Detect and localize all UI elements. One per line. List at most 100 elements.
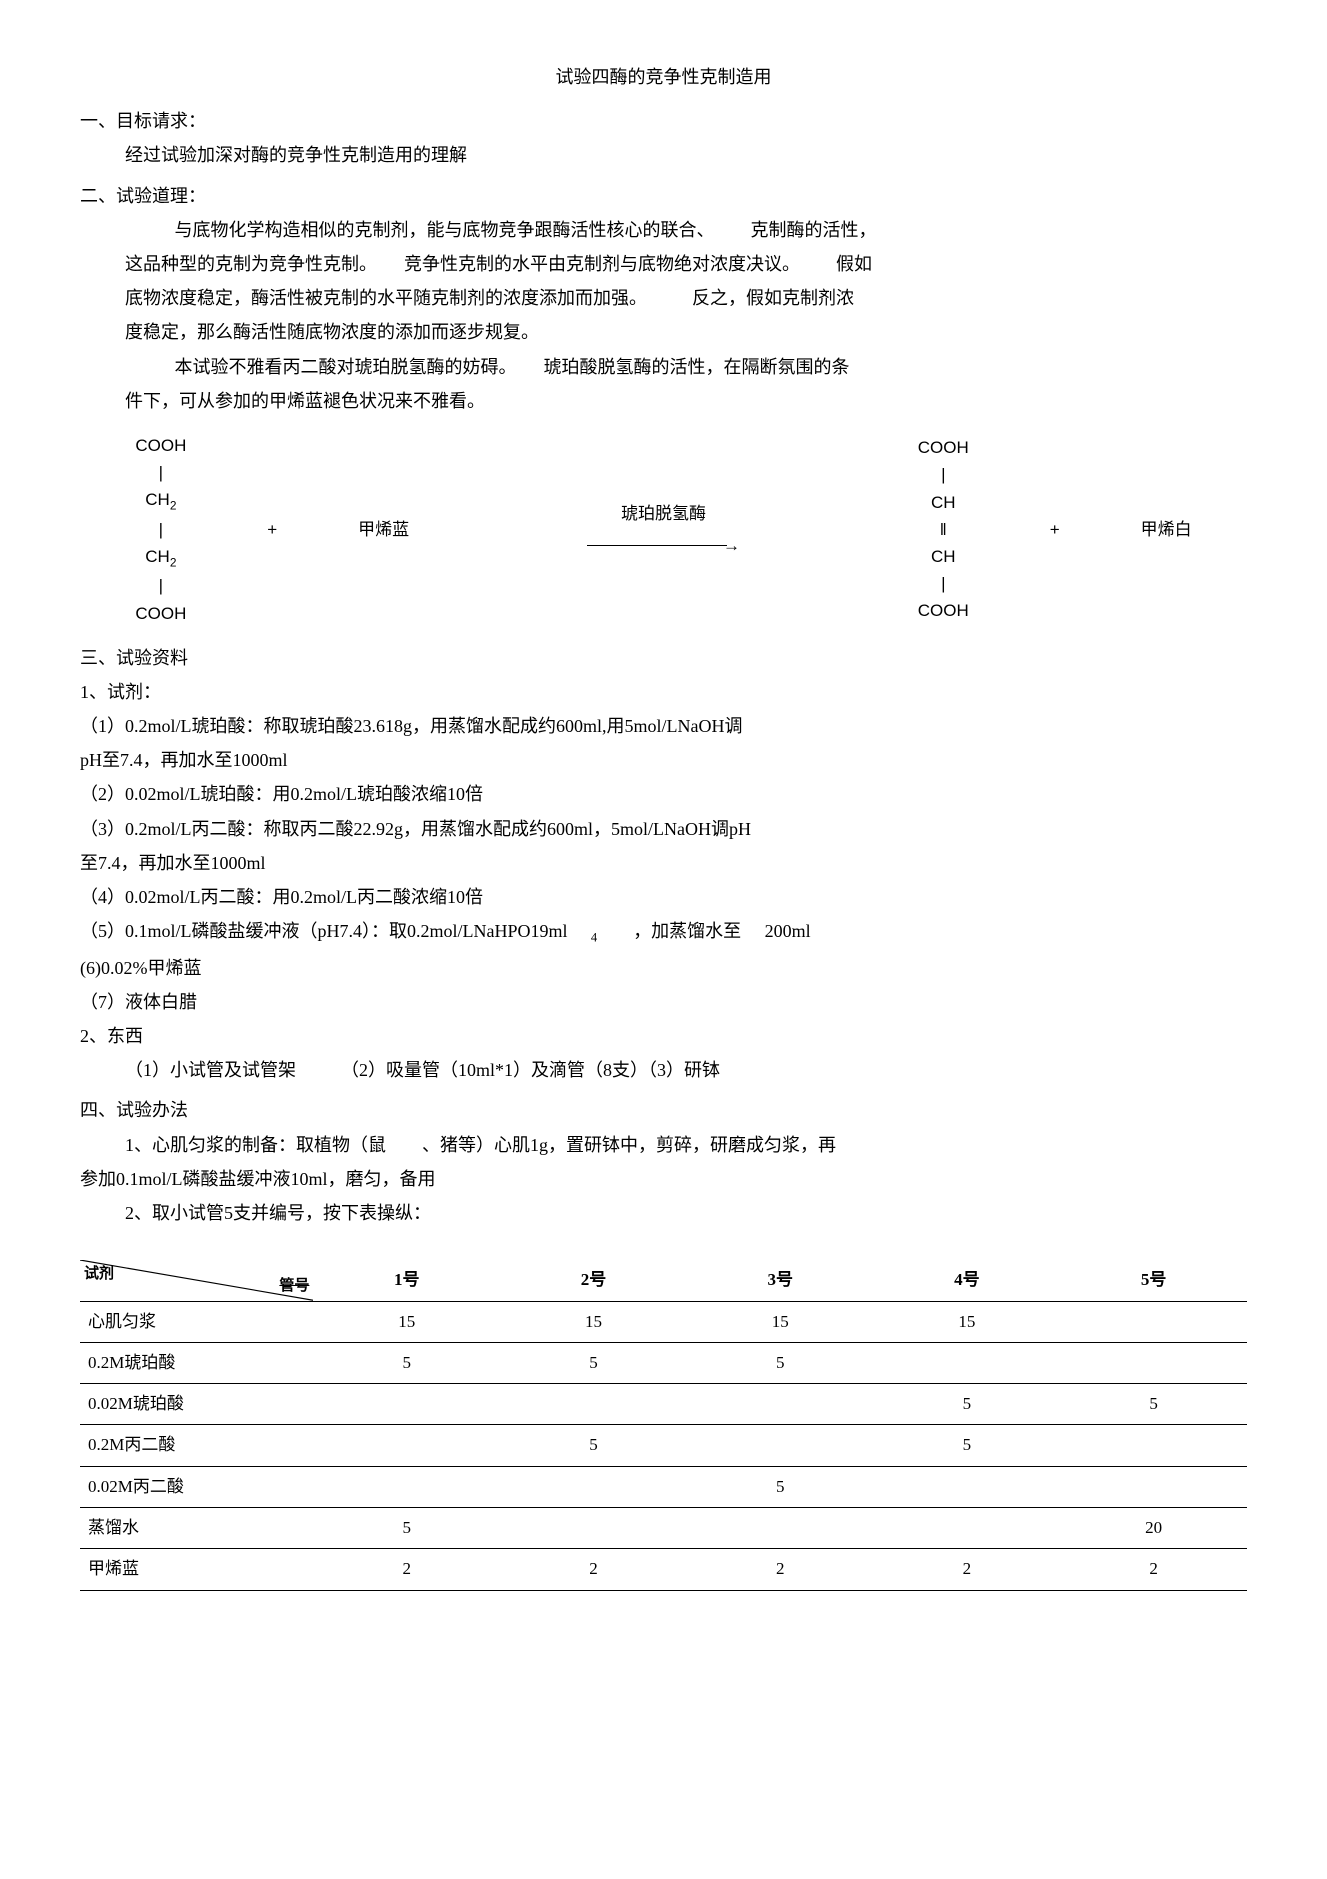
sec4-heading: 四、试验办法: [80, 1093, 1247, 1127]
table-cell: [1060, 1466, 1247, 1507]
table-cell: 5: [874, 1384, 1061, 1425]
method-1b: 、猪等）心肌1g，置研钵中，剪碎，研磨成匀浆，再: [422, 1135, 836, 1155]
reagent-3: （3）0.2mol/L丙二酸：称取丙二酸22.92g，用蒸馏水配成约600ml，…: [80, 812, 1247, 846]
row-label: 甲烯蓝: [80, 1549, 313, 1590]
table-cell: [1060, 1342, 1247, 1383]
method-1c: 参加0.1mol/L磷酸盐缓冲液10ml，磨匀，备用: [80, 1162, 1247, 1196]
table-cell: 15: [874, 1301, 1061, 1342]
table-cell: [687, 1507, 874, 1548]
table-cell: 5: [500, 1425, 687, 1466]
eq-left-l2: |: [90, 459, 232, 486]
table-cell: 15: [500, 1301, 687, 1342]
col-5: 5号: [1060, 1260, 1247, 1301]
col-3: 3号: [687, 1260, 874, 1301]
eq-plus1: +: [242, 432, 303, 627]
eq-left-l5: CH: [145, 547, 170, 566]
eq-plus2: +: [1024, 432, 1085, 627]
table-cell: [500, 1384, 687, 1425]
table-cell: 15: [313, 1301, 500, 1342]
sec2-p1f: 底物浓度稳定，酶活性被克制的水平随克制剂的浓度添加而加强。: [125, 288, 647, 308]
sec2-p2b: 琥珀酸脱氢酶的活性，在隔断氛围的条: [544, 357, 850, 377]
table-cell: 15: [687, 1301, 874, 1342]
table-cell: 5: [687, 1466, 874, 1507]
reagent-head: 1、试剂：: [80, 675, 1247, 709]
reagent-4: （4）0.02mol/L丙二酸：用0.2mol/L丙二酸浓缩10倍: [80, 880, 1247, 914]
row-label: 0.2M琥珀酸: [80, 1342, 313, 1383]
table-cell: [313, 1384, 500, 1425]
eq-mid2: 甲烯白: [1087, 432, 1245, 627]
reagent-5sub: 4: [591, 931, 597, 945]
reaction-equation: COOH | CH2 | CH2 | COOH + 甲烯蓝 琥珀脱氢酶 → CO…: [80, 430, 1247, 629]
eq-arrow-head: →: [723, 532, 740, 559]
eq-left-l7: COOH: [90, 600, 232, 627]
eq-right-l2: |: [872, 461, 1014, 488]
table-row: 0.02M琥珀酸 55: [80, 1384, 1247, 1425]
table-cell: [313, 1425, 500, 1466]
sec1-heading: 一、目标请求：: [80, 104, 1247, 138]
col-1: 1号: [313, 1260, 500, 1301]
eq-left-l3: CH: [145, 490, 170, 509]
table-cell: 2: [1060, 1549, 1247, 1590]
tool-1: （1）小试管及试管架: [125, 1060, 296, 1080]
sec2-p1d: 竞争性克制的水平由克制剂与底物绝对浓度决议。: [404, 254, 800, 274]
table-row: 0.2M丙二酸 5 5: [80, 1425, 1247, 1466]
document-title: 试验四酶的竞争性克制造用: [80, 60, 1247, 94]
row-label: 蒸馏水: [80, 1507, 313, 1548]
corner-b: 管号: [279, 1272, 309, 1301]
row-label: 0.2M丙二酸: [80, 1425, 313, 1466]
row-label: 心肌匀浆: [80, 1301, 313, 1342]
table-row: 蒸馏水5 20: [80, 1507, 1247, 1548]
eq-right-l7: COOH: [872, 597, 1014, 624]
reagent-7: （7）液体白腊: [80, 985, 1247, 1019]
table-cell: 2: [687, 1549, 874, 1590]
reagent-5c: 200ml: [765, 921, 811, 941]
sec2-p1g: 反之，假如克制剂浓: [692, 288, 854, 308]
table-cell: [1060, 1425, 1247, 1466]
reagent-5b: ，加蒸馏水至: [633, 921, 741, 941]
sec2-p1e: 假如: [836, 254, 872, 274]
table-cell: [687, 1425, 874, 1466]
table-cell: 5: [1060, 1384, 1247, 1425]
method-1a: 1、心肌匀浆的制备：取植物（鼠: [125, 1135, 386, 1155]
eq-arrow-line: [587, 545, 727, 546]
table-cell: [874, 1342, 1061, 1383]
eq-left-l5sub: 2: [170, 555, 177, 569]
eq-left-l6: |: [90, 572, 232, 599]
reagent-5a: （5）0.1mol/L磷酸盐缓冲液（pH7.4）：取0.2mol/LNaHPO1…: [80, 921, 568, 941]
table-row: 0.2M琥珀酸555: [80, 1342, 1247, 1383]
table-cell: [500, 1466, 687, 1507]
table-cell: 2: [313, 1549, 500, 1590]
col-4: 4号: [874, 1260, 1061, 1301]
reagent-1: （1）0.2mol/L琥珀酸：称取琥珀酸23.618g，用蒸馏水配成约600ml…: [80, 709, 1247, 743]
eq-right-l1: COOH: [872, 434, 1014, 461]
sec1-body: 经过试验加深对酶的竞争性克制造用的理解: [80, 138, 1247, 172]
table-cell: 5: [313, 1342, 500, 1383]
sec2-p2c: 件下，可从参加的甲烯蓝褪色状况来不雅看。: [125, 391, 485, 411]
row-label: 0.02M丙二酸: [80, 1466, 313, 1507]
table-cell: [874, 1466, 1061, 1507]
tool-head: 2、东西: [80, 1019, 1247, 1053]
table-row: 心肌匀浆15151515: [80, 1301, 1247, 1342]
table-cell: [313, 1466, 500, 1507]
sec2-p1c: 这品种型的克制为竞争性克制。: [125, 254, 377, 274]
tool-2: （2）吸量管（10ml*1）及滴管（8支）（3）研钵: [341, 1060, 720, 1080]
table-cell: [687, 1384, 874, 1425]
experiment-table: 试剂 管号 1号 2号 3号 4号 5号 心肌匀浆151515150.2M琥珀酸…: [80, 1260, 1247, 1590]
method-2: 2、取小试管5支并编号，按下表操纵：: [80, 1196, 1247, 1230]
table-cell: 5: [874, 1425, 1061, 1466]
table-cell: 5: [313, 1507, 500, 1548]
eq-right-l5: CH: [872, 543, 1014, 570]
table-row: 0.02M丙二酸 5: [80, 1466, 1247, 1507]
table-cell: [874, 1507, 1061, 1548]
eq-mid1: 甲烯蓝: [305, 432, 463, 627]
eq-right-l3: CH: [872, 489, 1014, 516]
eq-left-l1: COOH: [90, 432, 232, 459]
sec2-p1a: 与底物化学构造相似的克制剂，能与底物竞争跟酶活性核心的联合、: [175, 220, 715, 240]
row-label: 0.02M琥珀酸: [80, 1384, 313, 1425]
table-cell: [500, 1507, 687, 1548]
reagent-1b: pH至7.4，再加水至1000ml: [80, 743, 1247, 777]
eq-left-l4: |: [90, 516, 232, 543]
eq-right-l6: |: [872, 570, 1014, 597]
reagent-6: (6)0.02%甲烯蓝: [80, 951, 1247, 985]
table-cell: 20: [1060, 1507, 1247, 1548]
